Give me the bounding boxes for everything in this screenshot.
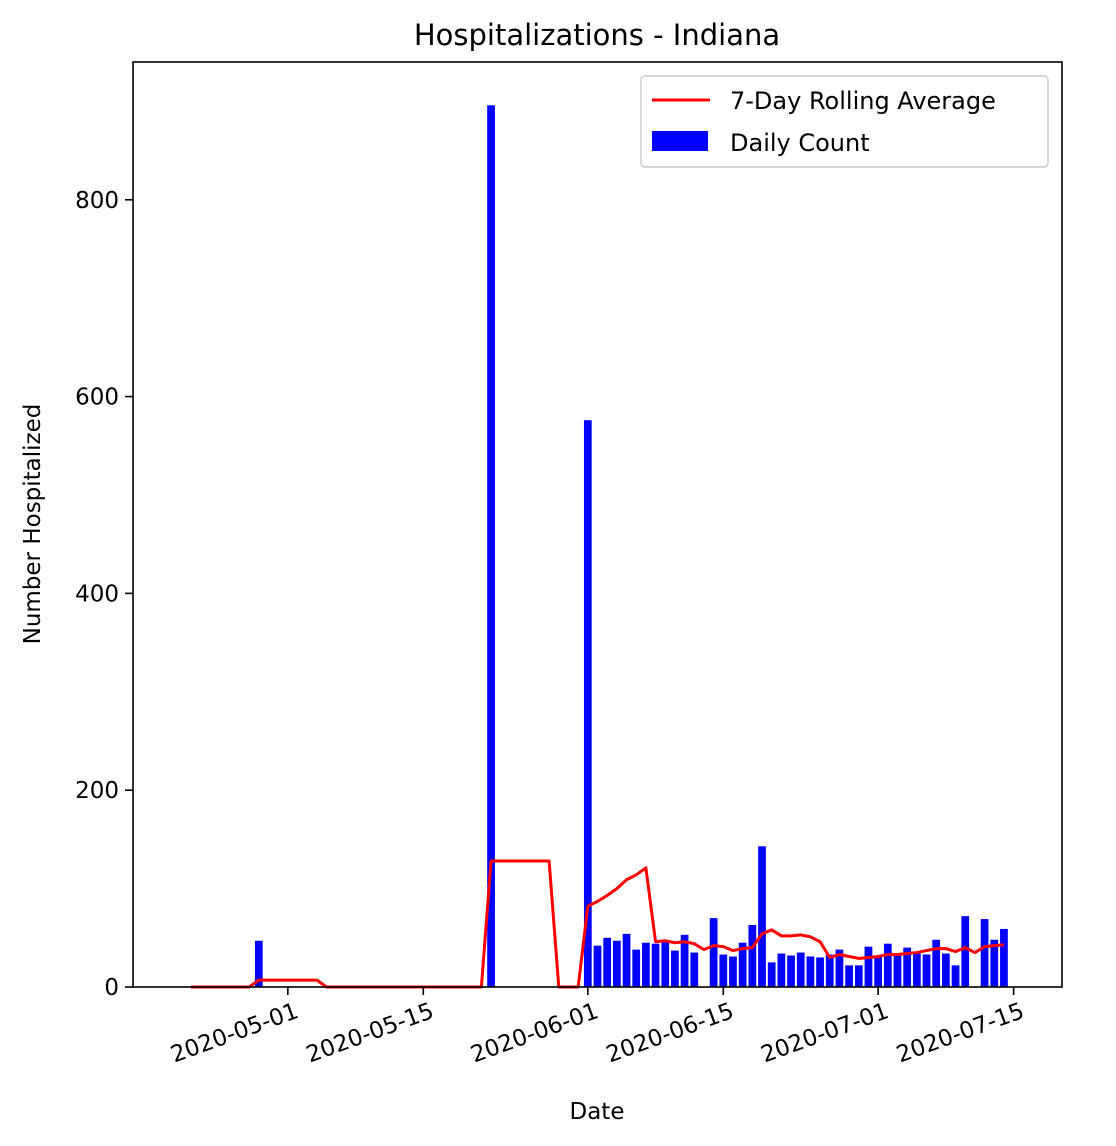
legend-line-label: 7-Day Rolling Average	[730, 87, 996, 115]
daily-count-bar	[680, 934, 689, 987]
daily-count-bar	[1000, 928, 1008, 987]
x-axis-label: Date	[570, 1099, 625, 1125]
daily-count-bar	[806, 956, 815, 987]
daily-count-bar	[903, 947, 912, 987]
plot-area-frame	[132, 61, 1063, 988]
daily-count-bar	[787, 955, 795, 987]
daily-count-bar	[632, 949, 641, 987]
daily-count-bar	[254, 940, 263, 987]
daily-count-bar	[942, 953, 950, 987]
daily-count-bar	[864, 946, 873, 987]
daily-count-bar	[825, 954, 834, 987]
chart-title: Hospitalizations - Indiana	[414, 18, 780, 52]
daily-count-bar	[661, 941, 670, 987]
daily-count-bar	[690, 952, 699, 987]
y-tick-label: 400	[75, 581, 119, 607]
daily-count-bar	[835, 949, 844, 987]
daily-count-bar	[980, 919, 989, 987]
y-tick-label: 200	[75, 778, 119, 804]
daily-count-bar	[758, 846, 766, 987]
daily-count-bar	[990, 939, 999, 987]
daily-count-bar	[932, 939, 941, 987]
daily-count-bar	[603, 937, 612, 987]
daily-count-bar	[593, 945, 602, 987]
daily-count-bar	[854, 965, 863, 987]
daily-count-bars	[254, 105, 1008, 988]
daily-count-bar	[961, 916, 970, 987]
daily-count-bar	[748, 925, 757, 987]
daily-count-bar	[845, 965, 853, 987]
legend-bar-label: Daily Count	[730, 129, 870, 157]
y-tick-label: 800	[75, 188, 119, 214]
daily-count-bar	[922, 954, 931, 987]
y-axis: 0 200 400 600 800	[75, 188, 133, 1001]
daily-count-bar	[651, 943, 660, 987]
daily-count-bar	[729, 956, 737, 987]
daily-count-bar	[671, 950, 679, 987]
y-tick-label: 0	[104, 975, 119, 1001]
daily-count-bar	[767, 962, 776, 987]
daily-count-bar	[738, 942, 747, 987]
daily-count-bar	[816, 957, 824, 987]
daily-count-bar	[642, 942, 650, 987]
legend-box	[640, 75, 1049, 168]
y-tick-label: 600	[75, 385, 119, 411]
daily-count-bar	[612, 940, 621, 987]
daily-count-bar	[796, 952, 805, 987]
daily-count-bar	[893, 953, 902, 987]
daily-count-bar	[777, 953, 786, 987]
legend-bar-swatch	[652, 131, 708, 151]
daily-count-bar	[719, 954, 728, 987]
daily-count-bar	[622, 933, 631, 987]
daily-count-bar	[583, 420, 592, 987]
daily-count-bar	[951, 965, 960, 987]
daily-count-bar	[912, 952, 921, 987]
daily-count-bar	[487, 105, 495, 988]
daily-count-bar	[709, 918, 718, 987]
daily-count-bar	[874, 956, 883, 987]
y-axis-label: Number Hospitalized	[20, 404, 46, 645]
daily-count-bar	[883, 943, 892, 987]
legend: 7-Day Rolling Average Daily Count	[640, 75, 1049, 168]
